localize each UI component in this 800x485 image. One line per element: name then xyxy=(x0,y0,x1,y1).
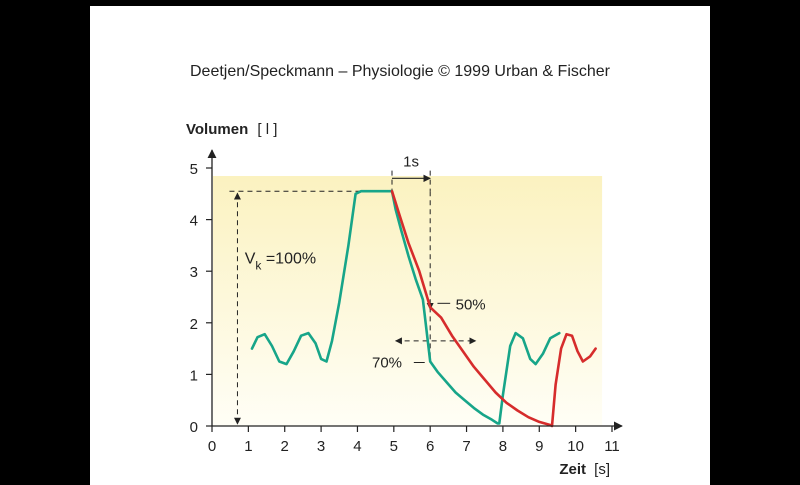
x-tick-label: 6 xyxy=(426,438,434,455)
x-tick-label: 1 xyxy=(244,438,252,455)
vk-subscript: k xyxy=(255,258,262,272)
x-tick-label: 0 xyxy=(208,438,216,455)
x-tick-label: 11 xyxy=(604,438,620,455)
x-tick-label: 2 xyxy=(281,438,289,455)
chart-title: Deetjen/Speckmann – Physiologie © 1999 U… xyxy=(189,63,610,80)
x-tick-label: 4 xyxy=(353,438,361,455)
y-tick-label: 5 xyxy=(190,161,198,178)
series-line-2 xyxy=(390,189,597,428)
fev-chart: 0 1 2 3 4 5 0 1 2 3 4 5 6 7 8 9 10 11 1s Vk =100% 50% 70% Vo… xyxy=(186,121,623,478)
x-tick-label: 8 xyxy=(499,438,507,455)
plot-background xyxy=(213,176,603,426)
x-tick-label: 10 xyxy=(567,438,584,455)
interval-label: 1s xyxy=(403,154,419,171)
x-axis-label: Zeit [s] xyxy=(559,461,610,478)
y-axis-title: Volumen xyxy=(186,121,248,138)
vk-symbol: V xyxy=(245,250,256,267)
y-tick-label: 3 xyxy=(190,264,198,281)
y-tick-label: 1 xyxy=(190,367,198,384)
y-tick-label: 4 xyxy=(190,213,198,230)
y-axis-label: Volumen [ l ] xyxy=(186,121,277,138)
label-70: 70% xyxy=(372,355,402,372)
chart-panel: Deetjen/Speckmann – Physiologie © 1999 U… xyxy=(90,6,710,485)
series-line-1 xyxy=(250,189,561,425)
x-axis-title: Zeit xyxy=(559,461,586,478)
x-axis-unit: [s] xyxy=(594,461,610,478)
y-tick-label: 0 xyxy=(190,419,198,436)
x-tick-label: 3 xyxy=(317,438,325,455)
x-tick-label: 5 xyxy=(390,438,398,455)
vk-label: Vk =100% xyxy=(245,250,316,272)
vk-percent: =100% xyxy=(261,250,316,267)
y-tick-label: 2 xyxy=(190,316,198,333)
x-tick-label: 9 xyxy=(535,438,543,455)
label-50: 50% xyxy=(456,296,486,313)
x-tick-label: 7 xyxy=(462,438,470,455)
y-axis-unit: [ l ] xyxy=(257,121,277,138)
